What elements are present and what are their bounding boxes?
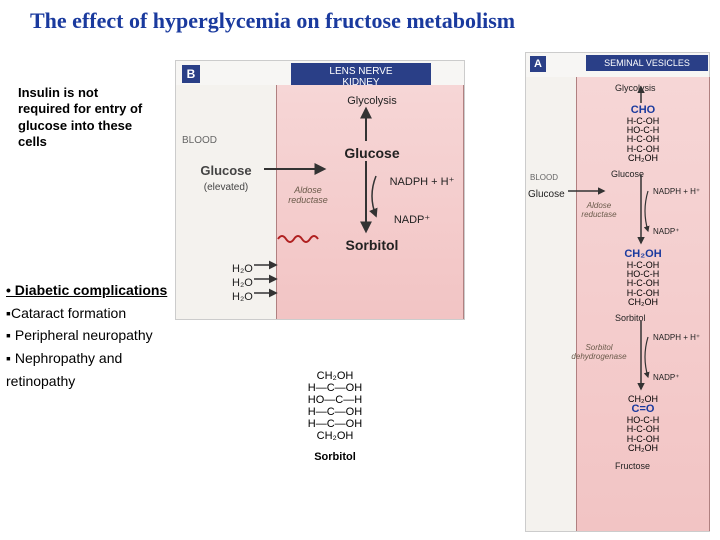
panel-b: B LENS NERVE KIDNEY BLOOD Glucose (eleva… — [175, 60, 465, 320]
complications-item: ▪ Peripheral neuropathy — [6, 325, 226, 347]
free-sorbitol-structure: CH₂OH H—C—OH HO—C—H H—C—OH H—C—OH CH₂OH … — [280, 370, 390, 463]
complications-item: ▪ Nephropathy and — [6, 348, 226, 370]
insulin-note: Insulin is not required for entry of glu… — [18, 85, 148, 150]
mol-line: H—C—OH — [280, 406, 390, 418]
mol-line: CH₂OH — [280, 430, 390, 442]
page-title: The effect of hyperglycemia on fructose … — [30, 8, 700, 34]
panel-b-arrows — [176, 61, 466, 321]
mol-line: HO—C—H — [280, 394, 390, 406]
panel-a-arrows — [526, 53, 711, 533]
panel-a: A SEMINAL VESICLES BLOOD Glucose Glycoly… — [525, 52, 710, 532]
free-sorbitol-label: Sorbitol — [280, 451, 390, 463]
mol-line: H—C—OH — [280, 382, 390, 394]
mol-line: CH₂OH — [280, 370, 390, 382]
complications-item: retinopathy — [6, 371, 226, 393]
mol-line: H—C—OH — [280, 418, 390, 430]
